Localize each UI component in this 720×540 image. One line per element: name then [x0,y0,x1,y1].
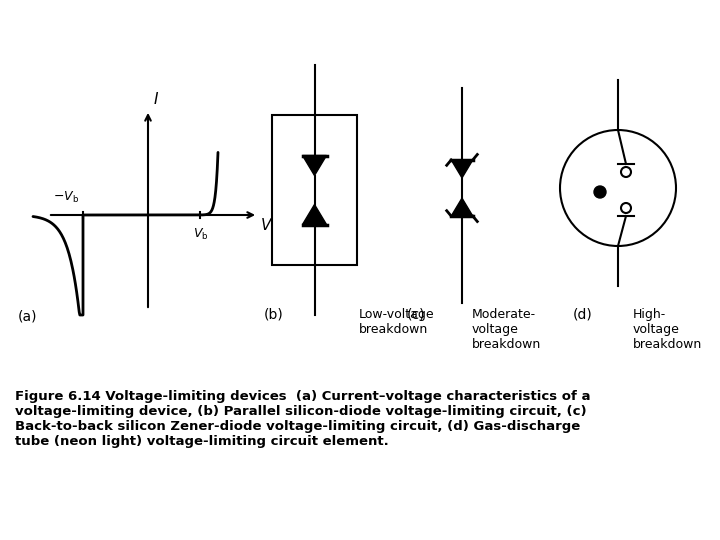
Text: (a): (a) [18,310,37,324]
Polygon shape [302,156,326,176]
Circle shape [594,186,606,198]
Text: $-V_{\rm b}$: $-V_{\rm b}$ [53,190,79,205]
Text: $V_{\rm b}$: $V_{\rm b}$ [193,227,209,242]
Text: (c): (c) [407,308,426,322]
Text: High-
voltage
breakdown: High- voltage breakdown [633,308,702,351]
Text: $V$: $V$ [260,217,274,233]
Text: Low-voltage
breakdown: Low-voltage breakdown [359,308,435,336]
Polygon shape [302,205,326,225]
Text: (d): (d) [573,308,593,322]
Text: Figure 6.14 Voltage-limiting devices  (a) Current–voltage characteristics of a
v: Figure 6.14 Voltage-limiting devices (a)… [15,390,590,448]
Polygon shape [451,198,473,216]
Text: (b): (b) [264,308,284,322]
Polygon shape [451,160,473,178]
Text: $I$: $I$ [153,91,159,107]
Text: Moderate-
voltage
breakdown: Moderate- voltage breakdown [472,308,541,351]
Bar [272,115,357,265]
